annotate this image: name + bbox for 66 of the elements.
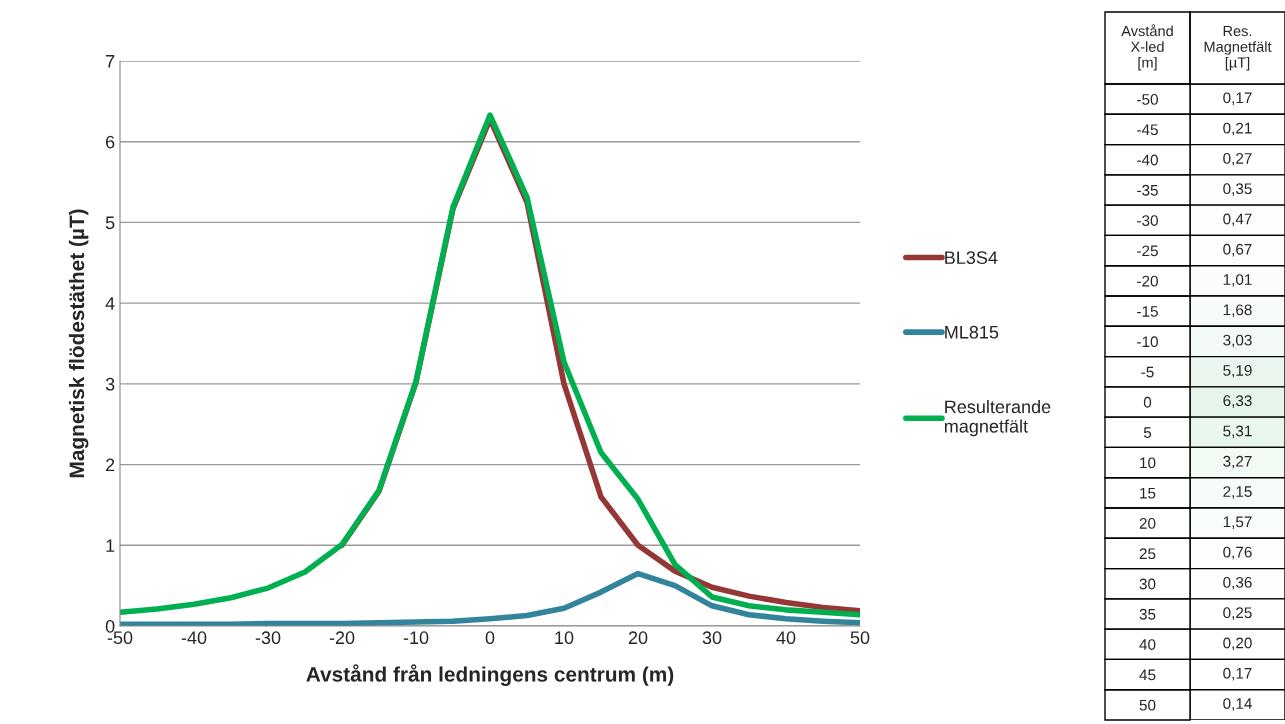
y-tick-label: 30 [1139, 578, 1156, 590]
data-label: 1,01 [1223, 274, 1252, 287]
data-label: 5,31 [1223, 425, 1252, 439]
x-tick-label: 20 [628, 631, 648, 645]
data-label: 0,35 [1223, 183, 1252, 196]
data-label: 0,25 [1223, 607, 1252, 620]
y-tick-label: -40 [1137, 154, 1158, 166]
y-tick-label: 50 [1139, 699, 1156, 711]
x-tick-label: Res. Magnetfält [µT] [1204, 26, 1272, 71]
x-tick-label: 10 [555, 631, 574, 645]
data-label: 1,68 [1223, 304, 1252, 318]
y-tick-label: 15 [1140, 487, 1156, 499]
y-tick-label: 45 [1139, 669, 1156, 681]
data-label: 0,17 [1223, 92, 1252, 106]
x-tick-label: 50 [850, 631, 870, 645]
y-tick-label: 10 [1140, 457, 1156, 469]
y-tick-label: -35 [1137, 184, 1158, 196]
y-tick-label: 1 [106, 539, 115, 552]
x-tick-label: -10 [403, 631, 429, 645]
y-tick-label: -30 [1137, 215, 1158, 226]
y-tick-label: 2 [106, 458, 115, 472]
y-tick-label: -15 [1137, 306, 1158, 317]
data-label: 0,47 [1223, 213, 1252, 227]
legend-label: ML815 [945, 325, 999, 339]
y-tick-label: -25 [1137, 245, 1158, 257]
data-label: 0,67 [1223, 243, 1252, 257]
x-tick-label: 30 [702, 631, 722, 645]
x-tick-label: 40 [776, 631, 796, 645]
data-label: 5,19 [1223, 365, 1252, 378]
data-label: 0,21 [1223, 122, 1252, 136]
y-tick-label: 0 [105, 619, 115, 633]
x-tick-label: -20 [329, 631, 355, 645]
data-label: 2,15 [1223, 486, 1252, 499]
data-label: 0,36 [1223, 577, 1252, 590]
y-axis-title: Avstånd X-led [m] [1121, 24, 1173, 71]
data-label: 0,76 [1223, 546, 1252, 560]
data-label: 0,17 [1223, 667, 1252, 681]
data-label: 3,03 [1223, 334, 1252, 348]
data-label: 0,14 [1223, 698, 1252, 711]
x-tick-label: 0 [485, 631, 495, 645]
data-label: 3,27 [1223, 455, 1252, 469]
data-label: 0,20 [1223, 637, 1252, 651]
legend-label: Resulterande magnetfält [944, 399, 1051, 437]
y-tick-label: -10 [1137, 336, 1158, 348]
data-label: 1,57 [1223, 516, 1252, 530]
y-tick-label: -5 [1141, 366, 1154, 378]
y-tick-label: -45 [1137, 124, 1158, 136]
y-tick-label: 5 [1143, 427, 1152, 438]
y-tick-label: 20 [1139, 518, 1156, 529]
data-label: 0,27 [1223, 153, 1252, 166]
y-tick-label: 35 [1139, 608, 1156, 620]
y-tick-label: -50 [1137, 94, 1158, 105]
y-tick-label: 25 [1139, 548, 1156, 560]
x-tick-label: -30 [255, 631, 281, 645]
y-axis-title: Magnetisk flödestäthet (µT) [68, 209, 89, 478]
y-tick-label: 0 [1143, 396, 1152, 408]
legend-label: BL3S4 [945, 251, 998, 265]
y-tick-label: 5 [105, 216, 115, 230]
y-tick-label: 4 [105, 297, 115, 310]
x-tick-label: -40 [181, 631, 207, 645]
data-label: 6,33 [1223, 395, 1252, 408]
y-tick-label: -20 [1137, 275, 1158, 287]
y-tick-label: 6 [106, 135, 115, 149]
y-tick-label: 7 [106, 55, 115, 68]
y-tick-label: 3 [105, 377, 115, 391]
x-axis-title: Avstånd från ledningens centrum (m) [306, 664, 674, 686]
